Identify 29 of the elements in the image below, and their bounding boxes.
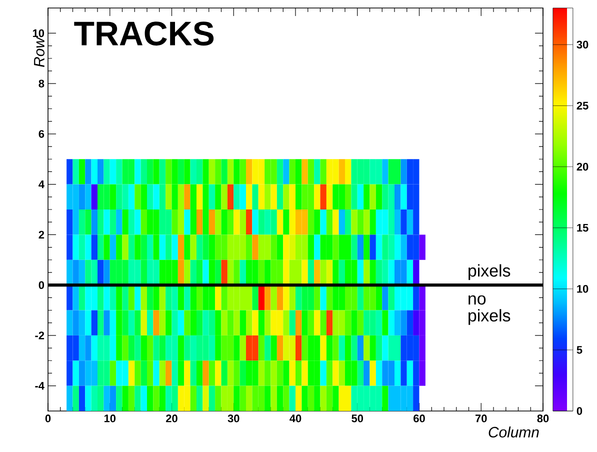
x-tick-label: 80 (537, 414, 549, 422)
y-tick-label: 0 (38, 281, 44, 289)
y-tick-label: 2 (38, 230, 44, 239)
x-tick-label: 60 (414, 414, 425, 422)
annotation: pixels (468, 264, 510, 280)
annotation: no pixels (468, 295, 510, 325)
y-axis-title: Row (34, 36, 44, 67)
y-tick-label: 8 (38, 80, 44, 88)
color-bar-label: 25 (576, 102, 588, 110)
x-tick-label: 50 (352, 414, 364, 422)
color-bar-label: 20 (576, 162, 588, 171)
x-tick-label: 0 (45, 414, 51, 422)
annotation: TRACKS (74, 22, 214, 46)
y-tick-label: 6 (38, 130, 44, 138)
x-tick-label: 20 (166, 414, 178, 422)
color-bar-label: 0 (576, 407, 582, 415)
x-tick-label: 10 (104, 414, 116, 422)
y-tick-label: -4 (35, 382, 44, 390)
x-axis-title: Column (488, 426, 539, 438)
color-bar-label: 15 (577, 224, 588, 232)
x-tick-label: 40 (290, 414, 302, 422)
y-tick-label: -2 (35, 332, 44, 340)
y-tick-label: 10 (32, 29, 44, 38)
color-bar-label: 5 (576, 346, 582, 354)
y-tick-label: 4 (38, 180, 44, 188)
color-bar-label: 30 (576, 40, 588, 49)
x-tick-label: 30 (228, 414, 240, 422)
x-tick-label: 70 (476, 414, 487, 422)
color-bar-label: 10 (577, 285, 588, 293)
